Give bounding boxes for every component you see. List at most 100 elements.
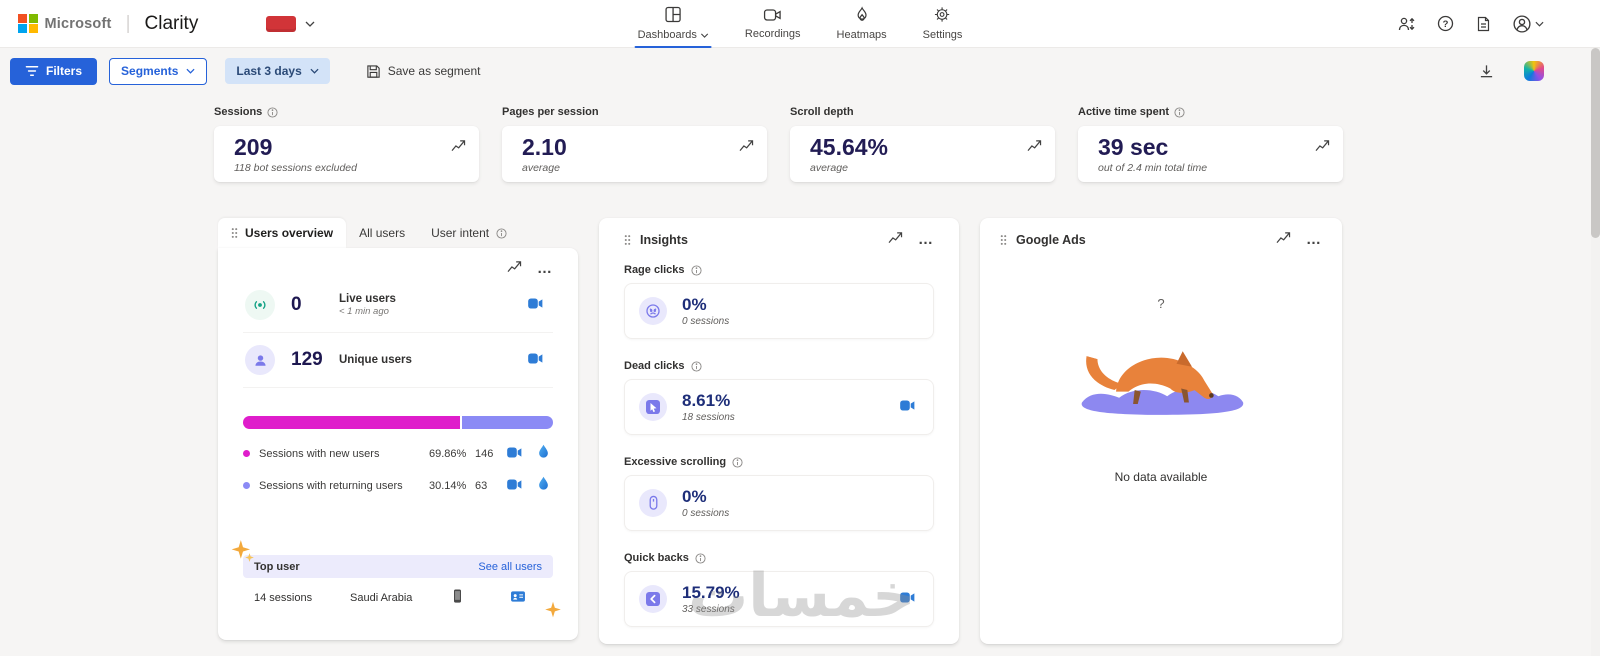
dashboards-icon bbox=[665, 6, 682, 26]
trend-chart-icon[interactable] bbox=[451, 139, 466, 157]
project-flag-icon bbox=[266, 15, 297, 32]
release-notes-button[interactable] bbox=[1472, 12, 1495, 36]
metric-title-label: Scroll depth bbox=[790, 106, 854, 118]
unique-users-icon bbox=[245, 345, 275, 375]
project-selector[interactable] bbox=[260, 12, 321, 36]
more-options-button[interactable]: … bbox=[918, 231, 934, 248]
metric-subtitle: average bbox=[810, 162, 848, 175]
insight-card[interactable]: 15.79% 33 sessions bbox=[624, 571, 934, 627]
rage-clicks-icon bbox=[639, 297, 667, 325]
insight-label-text: Quick backs bbox=[624, 552, 689, 564]
question-mark: ? bbox=[1157, 296, 1165, 311]
filters-button[interactable]: Filters bbox=[10, 57, 98, 85]
svg-text:?: ? bbox=[1443, 19, 1449, 30]
segments-dropdown[interactable]: Segments bbox=[109, 57, 208, 85]
live-users-count: 0 bbox=[291, 294, 302, 315]
download-icon bbox=[1480, 64, 1493, 77]
more-options-button[interactable]: … bbox=[1306, 231, 1322, 248]
insight-label: Excessive scrolling bbox=[624, 456, 934, 468]
fox-illustration bbox=[1000, 315, 1322, 436]
trend-chart-icon[interactable] bbox=[1027, 139, 1042, 157]
info-icon[interactable] bbox=[1174, 106, 1185, 118]
insight-card[interactable]: 0% 0 sessions bbox=[624, 283, 934, 339]
watch-recordings-icon[interactable] bbox=[528, 296, 543, 314]
info-icon[interactable] bbox=[267, 106, 278, 118]
live-users-icon bbox=[245, 290, 275, 320]
new-vs-returning-bar bbox=[243, 416, 553, 429]
chevron-down-icon bbox=[310, 68, 319, 74]
metric-sessions: Sessions 209 118 bot sessions excluded bbox=[214, 104, 479, 182]
trend-chart-icon[interactable] bbox=[1315, 139, 1330, 157]
brand-divider: | bbox=[125, 12, 131, 34]
nav-settings[interactable]: Settings bbox=[917, 0, 969, 48]
insight-card[interactable]: 0% 0 sessions bbox=[624, 475, 934, 531]
info-icon[interactable] bbox=[732, 456, 743, 468]
info-icon[interactable] bbox=[691, 360, 702, 372]
trend-chart-icon[interactable] bbox=[739, 139, 754, 157]
insight-dead-clicks: Dead clicks 8.61% 18 sessions bbox=[624, 360, 934, 435]
metric-title-label: Pages per session bbox=[502, 106, 599, 118]
download-button[interactable] bbox=[1475, 60, 1498, 83]
recordings-icon bbox=[764, 8, 782, 25]
heatmap-drop-icon[interactable] bbox=[538, 444, 549, 463]
info-icon[interactable] bbox=[691, 264, 702, 276]
save-icon bbox=[367, 64, 380, 78]
vertical-scrollbar[interactable] bbox=[1591, 48, 1600, 656]
tab-users-overview[interactable]: Users overview bbox=[218, 218, 347, 248]
header-actions: ? bbox=[1394, 11, 1582, 37]
watch-recordings-icon[interactable] bbox=[507, 445, 522, 463]
metric-card: 209 118 bot sessions excluded bbox=[214, 126, 479, 182]
tab-all-users[interactable]: All users bbox=[346, 218, 418, 248]
trend-chart-icon[interactable] bbox=[1276, 231, 1291, 249]
user-profile-card-icon[interactable] bbox=[510, 590, 526, 606]
google-ads-empty-state: ? No da bbox=[1000, 296, 1322, 484]
date-range-dropdown[interactable]: Last 3 days bbox=[225, 58, 330, 84]
nav-dashboards[interactable]: Dashboards bbox=[632, 0, 715, 48]
heatmap-drop-icon[interactable] bbox=[538, 476, 549, 495]
filter-icon bbox=[25, 65, 39, 77]
dead-clicks-icon bbox=[639, 393, 667, 421]
trend-chart-icon[interactable] bbox=[888, 231, 903, 249]
nav-recordings[interactable]: Recordings bbox=[739, 0, 807, 48]
nav-dashboards-label: Dashboards bbox=[637, 29, 697, 41]
microsoft-wordmark: Microsoft bbox=[44, 15, 112, 32]
insight-card[interactable]: 8.61% 18 sessions bbox=[624, 379, 934, 435]
save-as-segment-button[interactable]: Save as segment bbox=[360, 60, 487, 83]
legend-percent: 30.14% bbox=[429, 479, 467, 492]
info-icon[interactable] bbox=[695, 552, 706, 564]
tab-user-intent[interactable]: User intent bbox=[418, 218, 520, 248]
top-user-banner: Top user See all users bbox=[231, 540, 553, 578]
metric-scroll-depth: Scroll depth 45.64% average bbox=[790, 104, 1055, 182]
watch-recordings-icon[interactable] bbox=[900, 590, 915, 608]
watch-recordings-icon[interactable] bbox=[528, 351, 543, 369]
more-options-button[interactable]: … bbox=[537, 260, 553, 277]
scrollbar-thumb[interactable] bbox=[1591, 48, 1600, 238]
see-all-users-link[interactable]: See all users bbox=[478, 560, 542, 573]
metric-value: 209 bbox=[234, 134, 273, 160]
metric-subtitle: out of 2.4 min total time bbox=[1098, 162, 1208, 175]
users-overview-column: Users overview All users User intent bbox=[218, 218, 578, 640]
returning-users-segment bbox=[459, 416, 553, 429]
drag-handle-icon[interactable] bbox=[231, 227, 238, 239]
user-management-button[interactable] bbox=[1394, 12, 1419, 36]
trend-chart-icon[interactable] bbox=[507, 260, 522, 278]
copilot-button[interactable] bbox=[1520, 57, 1548, 85]
insight-sessions: 0 sessions bbox=[682, 508, 730, 520]
metric-subtitle: average bbox=[522, 162, 560, 175]
legend-label: Sessions with returning users bbox=[259, 479, 403, 492]
help-icon: ? bbox=[1437, 15, 1454, 32]
watch-recordings-icon[interactable] bbox=[900, 398, 915, 416]
metric-title: Scroll depth bbox=[790, 104, 1055, 120]
insight-label-text: Rage clicks bbox=[624, 264, 685, 276]
nav-heatmaps[interactable]: Heatmaps bbox=[831, 0, 893, 48]
drag-handle-icon[interactable] bbox=[1000, 234, 1007, 246]
account-button[interactable] bbox=[1509, 11, 1548, 37]
insight-value: 8.61% bbox=[682, 390, 731, 410]
insight-sessions: 18 sessions bbox=[682, 412, 735, 424]
help-button[interactable]: ? bbox=[1433, 11, 1458, 36]
metric-card: 39 sec out of 2.4 min total time bbox=[1078, 126, 1343, 182]
top-user-row[interactable]: 14 sessions Saudi Arabia bbox=[243, 578, 553, 606]
drag-handle-icon[interactable] bbox=[624, 234, 631, 246]
insight-value: 15.79% bbox=[682, 582, 740, 602]
watch-recordings-icon[interactable] bbox=[507, 477, 522, 495]
